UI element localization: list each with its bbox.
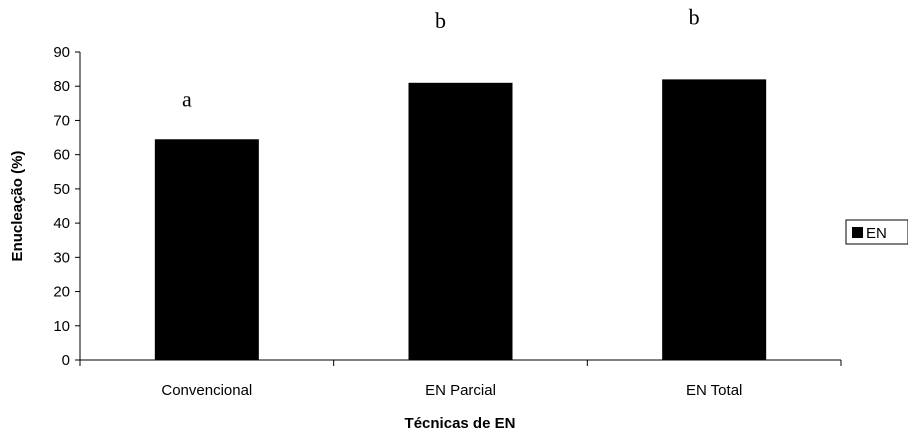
bars-group bbox=[154, 79, 767, 361]
y-tick-label: 20 bbox=[53, 284, 70, 301]
y-tick-label: 80 bbox=[53, 78, 70, 95]
x-tick-label: Convencional bbox=[161, 382, 252, 399]
y-tick-label: 10 bbox=[53, 318, 70, 335]
x-axis: Convencional EN Parcial EN Total bbox=[79, 359, 842, 399]
y-tick-label: 40 bbox=[53, 215, 70, 232]
legend-swatch bbox=[852, 227, 863, 238]
y-axis: 0 10 20 30 40 50 60 70 80 90 bbox=[53, 44, 81, 369]
significance-letter: b bbox=[435, 8, 446, 33]
y-tick-label: 0 bbox=[62, 352, 70, 369]
y-tick-label: 60 bbox=[53, 147, 70, 164]
bar-en-parcial bbox=[408, 82, 513, 361]
significance-letter: a bbox=[182, 86, 192, 111]
y-axis-title: Enucleação (%) bbox=[9, 151, 26, 262]
y-tick-label: 90 bbox=[53, 44, 70, 61]
significance-letter: b bbox=[689, 4, 700, 29]
annotations-group: a b b bbox=[182, 4, 700, 111]
legend-label: EN bbox=[866, 225, 887, 242]
x-tick-label: EN Parcial bbox=[425, 382, 496, 399]
legend: EN bbox=[845, 219, 908, 245]
x-tick-label: EN Total bbox=[686, 382, 742, 399]
y-tick-label: 30 bbox=[53, 249, 70, 266]
bar-en-total bbox=[662, 79, 767, 360]
bar-convencional bbox=[154, 139, 259, 360]
y-tick-label: 50 bbox=[53, 181, 70, 198]
x-axis-title: Técnicas de EN bbox=[405, 415, 516, 432]
y-tick-label: 70 bbox=[53, 112, 70, 129]
